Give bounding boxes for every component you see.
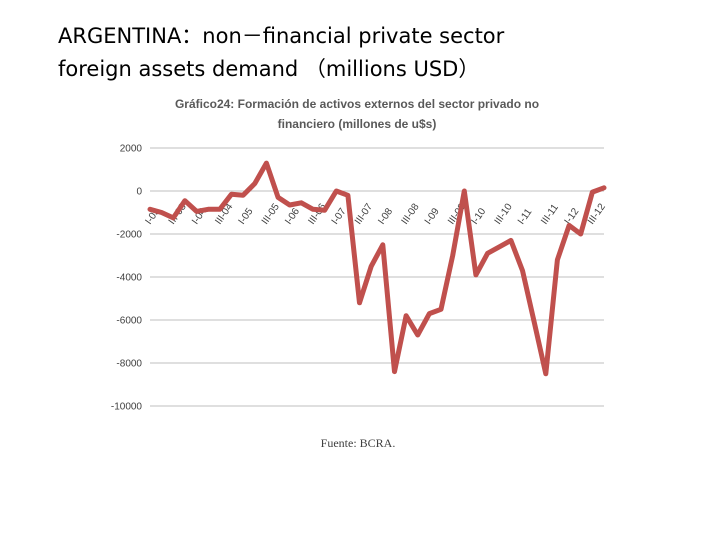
x-tick-label: I-10 <box>469 206 488 227</box>
x-axis-ticks: I-03 III-03 I-04 III-04 I-05 III-05 I-06 III-06… <box>143 201 608 226</box>
x-tick-label: I-09 <box>423 206 442 227</box>
x-tick-label: I-11 <box>516 207 535 227</box>
x-tick-label: I-08 <box>376 206 395 227</box>
slide-title-line-2: foreign assets demand （millions USD） <box>58 57 480 81</box>
y-tick-label: -8000 <box>116 359 142 370</box>
x-tick-label: III-11 <box>539 202 561 227</box>
x-tick-label: I-06 <box>283 206 302 227</box>
y-tick-label: 0 <box>136 187 142 198</box>
slide-title-line-1: ARGENTINA：non－financial private sector <box>58 24 505 48</box>
gridlines <box>150 147 604 407</box>
y-tick-label: -6000 <box>116 316 142 327</box>
y-tick-label: -2000 <box>116 230 142 241</box>
y-axis-ticks: 2000 0 -2000 -4000 -6000 -8000 -10000 <box>111 144 143 413</box>
x-tick-label: III-05 <box>260 201 282 226</box>
chart-title-line-1: Gráfico24: Formación de activos externos… <box>175 97 539 111</box>
chart-title-line-2: financiero (millones de u$s) <box>278 117 437 131</box>
series-layer <box>147 160 607 377</box>
x-tick-label: I-05 <box>237 206 256 227</box>
slide-title: ARGENTINA：non－financial private sector f… <box>58 20 678 86</box>
y-tick-label: 2000 <box>120 144 143 155</box>
x-tick-label: III-07 <box>353 201 375 226</box>
x-tick-label: III-08 <box>400 201 422 226</box>
x-tick-label: I-07 <box>330 206 349 227</box>
y-tick-label: -4000 <box>116 273 142 284</box>
x-tick-label: III-10 <box>493 201 515 226</box>
y-tick-label: -10000 <box>111 402 143 413</box>
series-line <box>147 160 607 377</box>
chart-source: Fuente: BCRA. <box>321 436 396 450</box>
x-tick-label: I-12 <box>563 206 582 227</box>
